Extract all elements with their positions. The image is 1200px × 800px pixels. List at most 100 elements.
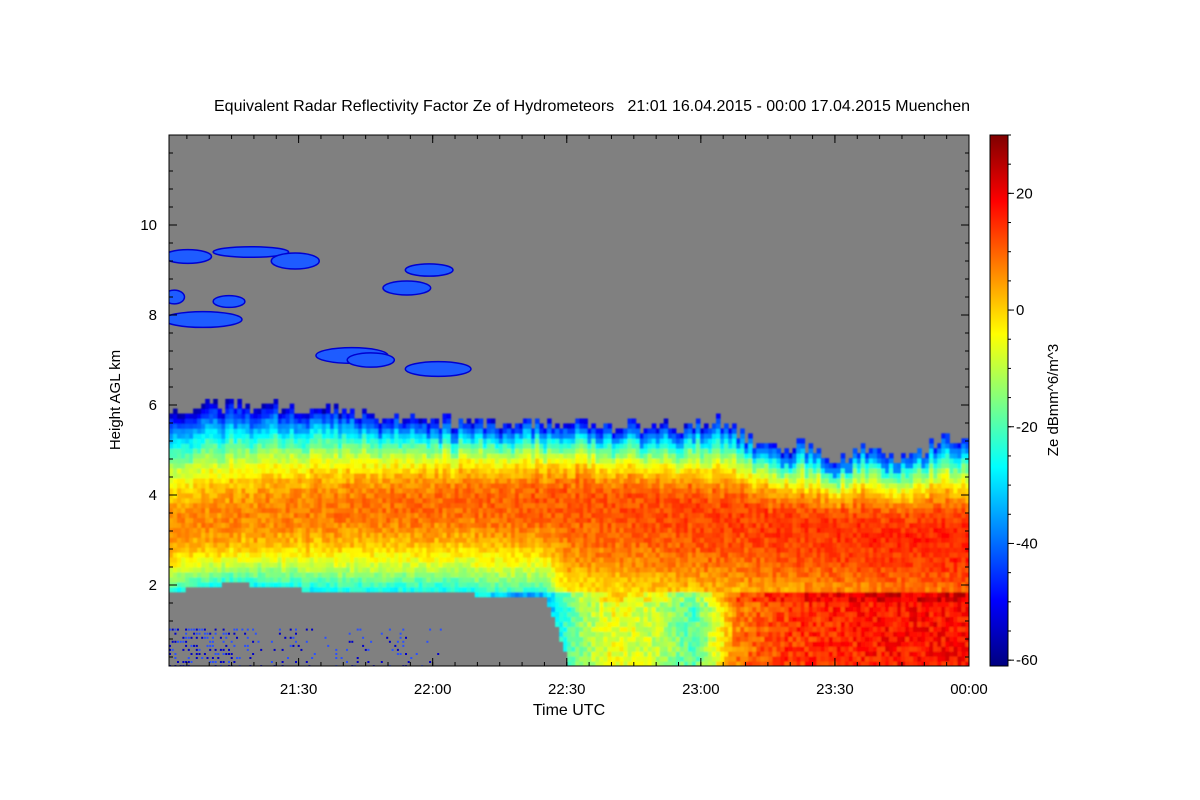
heatmap-cell (502, 527, 508, 533)
heatmap-cell (651, 656, 657, 662)
heatmap-cell (679, 557, 685, 563)
heatmap-cell (514, 517, 520, 523)
heatmap-cell (197, 408, 202, 415)
heatmap-cell (354, 567, 359, 573)
heatmap-cell (643, 537, 649, 543)
heatmap-cell (603, 542, 608, 548)
heatmap-cell (237, 468, 242, 474)
heatmap-cell (454, 482, 460, 489)
heatmap-cell (390, 423, 395, 429)
heatmap-cell (350, 463, 355, 469)
heatmap-cell (667, 562, 673, 568)
heatmap-cell (374, 537, 379, 543)
heatmap-cell (563, 423, 568, 429)
heatmap-cell (454, 473, 460, 479)
heatmap-cell (486, 443, 492, 449)
heatmap-cell (293, 438, 299, 444)
heatmap-cell (655, 581, 661, 588)
heatmap-cell (462, 567, 468, 573)
heatmap-cell (378, 522, 383, 528)
heatmap-cell (583, 626, 588, 632)
heatmap-cell (221, 448, 226, 454)
heatmap-cell (277, 418, 283, 424)
heatmap-cell (523, 497, 528, 504)
heatmap-cell (559, 616, 564, 622)
heatmap-cell (321, 502, 327, 509)
heatmap-cell (679, 562, 685, 568)
heatmap-cell (567, 611, 572, 617)
heatmap-cell (547, 463, 552, 469)
heatmap-cell (639, 656, 645, 662)
heatmap-cell (257, 477, 263, 484)
heatmap-cell (454, 458, 460, 464)
heatmap-cell (603, 616, 608, 622)
heatmap-cell (563, 636, 568, 642)
heatmap-cell (458, 423, 464, 429)
heatmap-cell (289, 547, 295, 553)
heatmap-cell (663, 576, 669, 583)
heatmap-cell (575, 522, 580, 528)
heatmap-cell (599, 443, 604, 449)
heatmap-cell (346, 443, 351, 449)
heatmap-cell (406, 463, 411, 469)
heatmap-cell (398, 567, 403, 573)
heatmap-cell (406, 487, 411, 494)
heatmap-cell (321, 576, 327, 583)
heatmap-cell (470, 567, 476, 573)
heatmap-cell (655, 576, 661, 583)
heatmap-cell (510, 448, 516, 454)
heatmap-cell (197, 581, 202, 588)
heatmap-cell (663, 631, 669, 637)
heatmap-cell (599, 591, 604, 598)
heatmap-cell (663, 428, 669, 434)
heatmap-cell (647, 547, 653, 553)
heatmap-cell (531, 448, 536, 454)
heatmap-cell (253, 448, 259, 454)
heatmap-cell (623, 497, 629, 504)
heatmap-cell (398, 453, 403, 459)
heatmap-cell (458, 567, 464, 573)
heatmap-cell (510, 562, 516, 568)
heatmap-cell (289, 473, 295, 479)
heatmap-cell (426, 581, 431, 588)
heatmap-cell (531, 458, 536, 464)
heatmap-cell (229, 403, 234, 410)
heatmap-cell (446, 453, 452, 459)
heatmap-cell (309, 527, 315, 533)
heatmap-cell (490, 542, 496, 548)
heatmap-cell (430, 586, 436, 593)
heatmap-cell (535, 527, 540, 533)
heatmap-cell (474, 468, 480, 474)
heatmap-cell (523, 502, 528, 509)
heatmap-cell (321, 482, 327, 489)
heatmap-cell (337, 517, 343, 523)
heatmap-cell (603, 428, 608, 434)
heatmap-cell (414, 458, 419, 464)
heatmap-cell (591, 621, 596, 627)
heatmap-cell (667, 487, 673, 494)
heatmap-cell (595, 547, 600, 553)
heatmap-cell (571, 443, 576, 449)
heatmap-cell (619, 522, 625, 528)
heatmap-cell (305, 487, 311, 494)
heatmap-cell (555, 517, 560, 523)
heatmap-cell (305, 418, 311, 424)
heatmap-cell (466, 477, 472, 484)
heatmap-cell (655, 497, 661, 504)
heatmap-cell (559, 448, 564, 454)
heatmap-cell (643, 473, 649, 479)
heatmap-cell (619, 453, 625, 459)
heatmap-cell (426, 423, 431, 429)
heatmap-cell (442, 453, 448, 459)
heatmap-cell (438, 468, 444, 474)
heatmap-cell (547, 601, 552, 608)
heatmap-cell (382, 423, 387, 429)
heatmap-cell (571, 527, 576, 533)
heatmap-cell (337, 527, 343, 533)
heatmap-cell (478, 572, 484, 578)
heatmap-cell (655, 641, 661, 647)
heatmap-cell (398, 477, 403, 484)
heatmap-cell (619, 458, 625, 464)
heatmap-cell (446, 552, 452, 558)
heatmap-cell (639, 482, 645, 489)
